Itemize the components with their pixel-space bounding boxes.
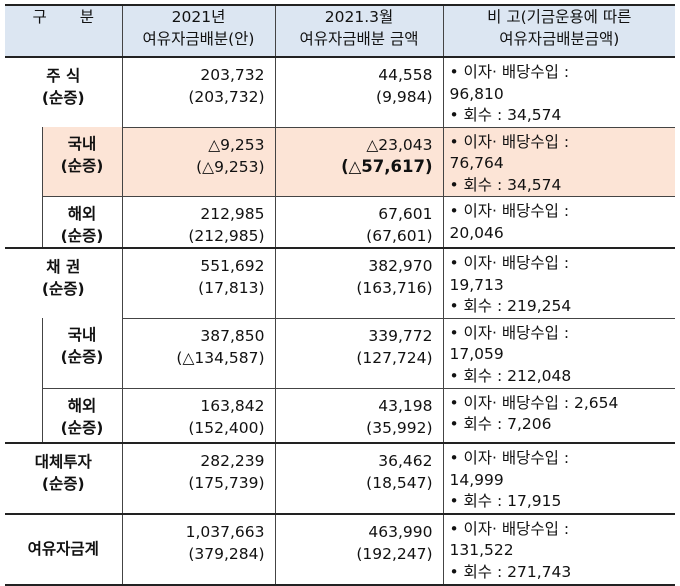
header-2021-plan: 2021년 여유자금배분(안) <box>121 4 276 58</box>
stock-actual: 44,558 (9,984) <box>275 57 444 128</box>
stock-overseas-remarks: • 이자· 배당수입 : 20,046 <box>443 196 676 249</box>
row-bond-domestic: 국내 (순증) 387,850 (△134,587) 339,772 (127,724… <box>5 318 676 389</box>
stock-overseas-plan: 212,985 (212,985) <box>122 196 276 249</box>
header-remarks: 비 고(기금운용에 따른 여유자금배분금액) <box>442 4 676 58</box>
indent-cell <box>5 196 43 249</box>
alternative-actual: 36,462 (18,547) <box>275 443 444 515</box>
bond-actual: 382,970 (163,716) <box>275 248 444 319</box>
indent-cell <box>5 388 43 444</box>
indent-cell <box>5 318 43 388</box>
label-bond-overseas: 해외 (순증) <box>42 388 123 444</box>
row-stock-domestic: 국내 (순증) △9,253 (△9,253) △23,043 (△57,617) •… <box>5 127 676 197</box>
bond-plan: 551,692 (17,813) <box>122 248 276 319</box>
bond-domestic-remarks: • 이자· 배당수입 : 17,059 • 회수 : 212,048 <box>443 318 676 389</box>
label-alternative: 대체투자 (순증) <box>5 443 123 515</box>
total-remarks: • 이자· 배당수입 : 131,522 • 회수 : 271,743 <box>443 513 676 586</box>
stock-overseas-actual: 67,601 (67,601) <box>275 196 444 249</box>
stock-domestic-actual: △23,043 (△57,617) <box>275 127 444 197</box>
bond-domestic-actual: 339,772 (127,724) <box>275 318 444 389</box>
bond-domestic-plan: 387,850 (△134,587) <box>122 318 276 389</box>
stock-domestic-plan: △9,253 (△9,253) <box>122 127 276 197</box>
label-bond: 채 권 (순증) <box>5 248 123 318</box>
row-bond: 채 권 (순증) 551,692 (17,813) 382,970 (163,716)… <box>5 248 676 319</box>
stock-remarks: • 이자· 배당수입 : 96,810 • 회수 : 34,574 <box>443 57 676 128</box>
row-alternative: 대체투자 (순증) 282,239 (175,739) 36,462 (18,547)… <box>5 443 676 515</box>
bond-overseas-remarks: • 이자· 배당수입 : 2,654 • 회수 : 7,206 <box>443 388 676 444</box>
label-stock: 주 식 (순증) <box>5 57 123 127</box>
row-stock: 주 식 (순증) 203,732 (203,732) 44,558 (9,984) •… <box>5 57 676 128</box>
row-total: 여유자금계 1,037,663 (379,284) 463,990 (192,247… <box>5 513 676 586</box>
label-total: 여유자금계 <box>5 513 123 586</box>
bond-overseas-plan: 163,842 (152,400) <box>122 388 276 444</box>
indent-cell <box>5 127 43 197</box>
total-plan: 1,037,663 (379,284) <box>122 513 276 586</box>
total-actual: 463,990 (192,247) <box>275 513 444 586</box>
header-march-actual: 2021.3월 여유자금배분 금액 <box>274 4 444 58</box>
bond-remarks: • 이자· 배당수입 : 19,713 • 회수 : 219,254 <box>443 248 676 319</box>
label-stock-domestic: 국내 (순증) <box>42 127 123 197</box>
header-category: 구 분 <box>5 4 123 58</box>
header-row: 구 분 2021년 여유자금배분(안) 2021.3월 여유자금배분 금액 비 고(… <box>5 4 676 58</box>
label-bond-domestic: 국내 (순증) <box>42 318 123 389</box>
alternative-remarks: • 이자· 배당수입 : 14,999 • 회수 : 17,915 <box>443 443 676 515</box>
row-bond-overseas: 해외 (순증) 163,842 (152,400) 43,198 (35,992) •… <box>5 388 676 444</box>
label-stock-overseas: 해외 (순증) <box>42 196 123 249</box>
stock-domestic-remarks: • 이자· 배당수입 : 76,764 • 회수 : 34,574 <box>443 127 676 197</box>
bond-overseas-actual: 43,198 (35,992) <box>275 388 444 444</box>
row-stock-overseas: 해외 (순증) 212,985 (212,985) 67,601 (67,601) •… <box>5 196 676 249</box>
fund-allocation-table: 구 분 2021년 여유자금배분(안) 2021.3월 여유자금배분 금액 비 고(… <box>5 4 676 586</box>
stock-plan: 203,732 (203,732) <box>122 57 276 128</box>
alternative-plan: 282,239 (175,739) <box>122 443 276 515</box>
